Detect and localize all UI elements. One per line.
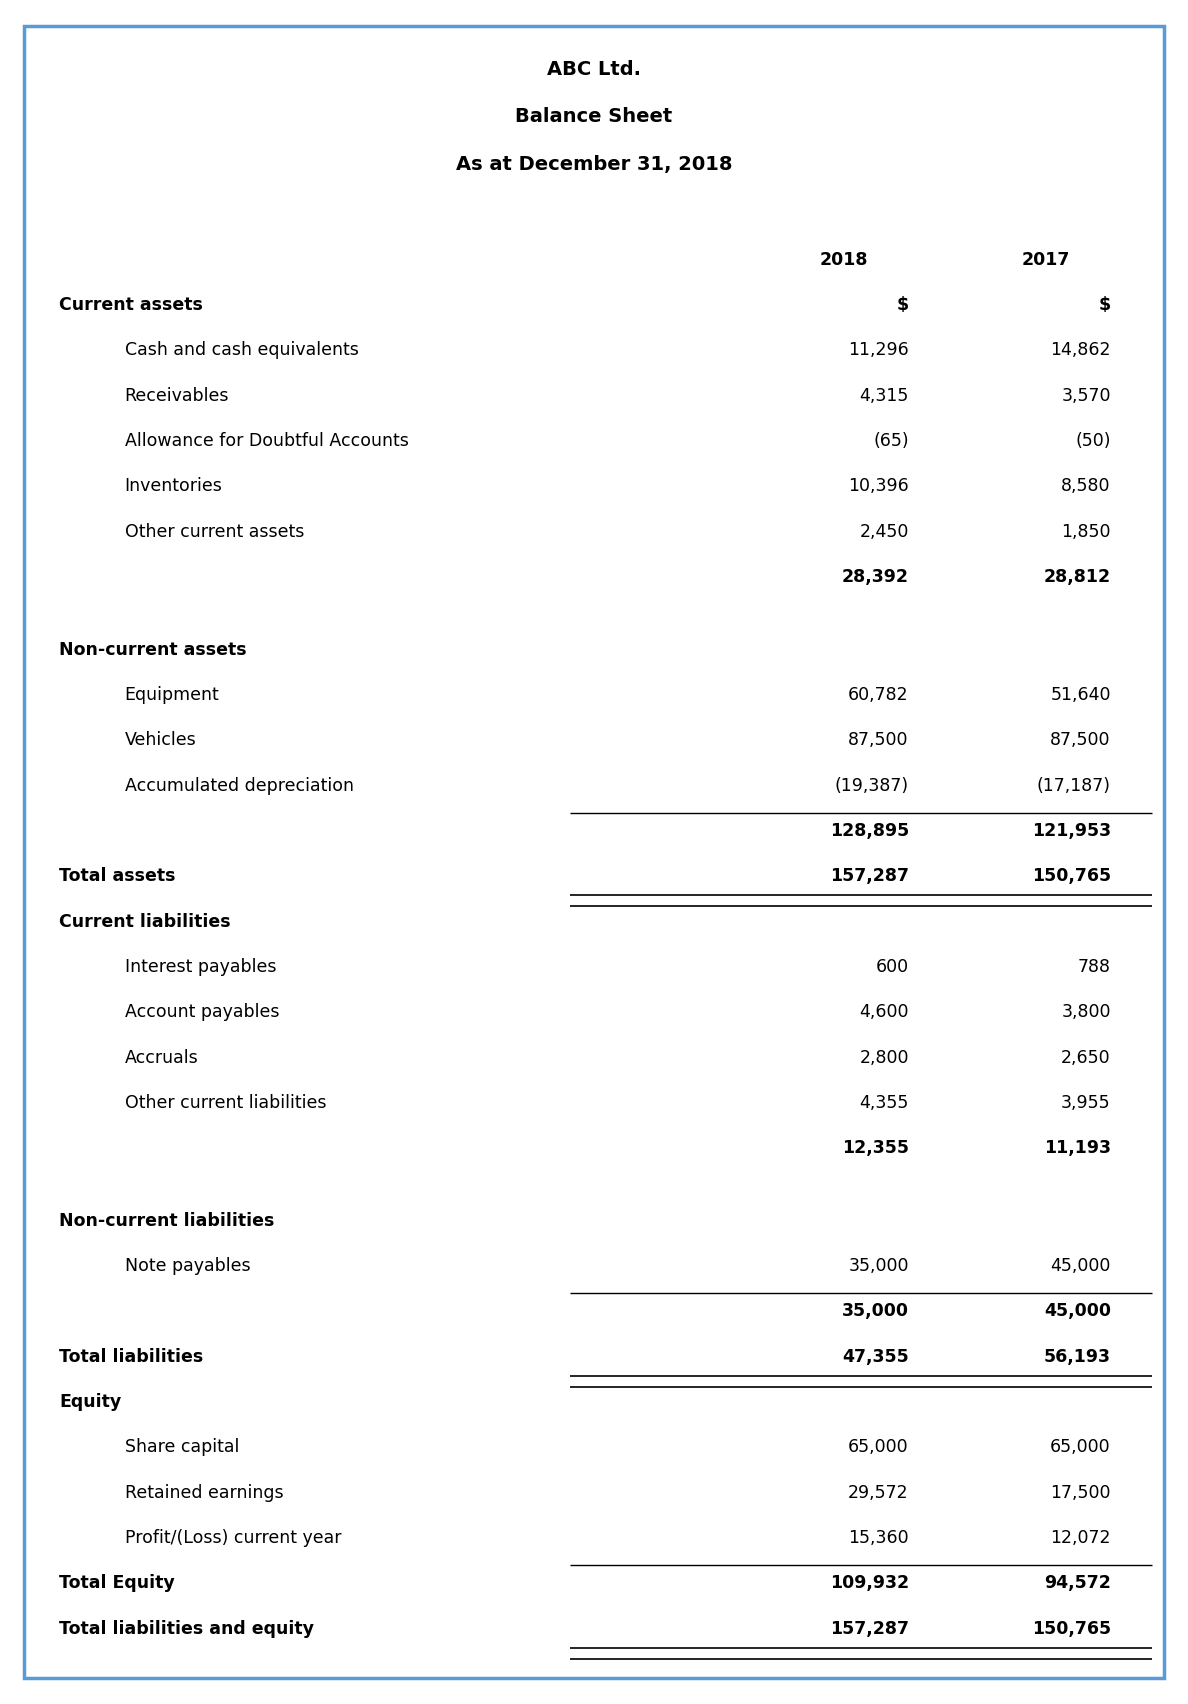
- Text: 29,572: 29,572: [848, 1484, 909, 1501]
- Text: 65,000: 65,000: [1050, 1438, 1111, 1457]
- Text: (65): (65): [873, 433, 909, 450]
- Text: $: $: [897, 296, 909, 314]
- Text: Retained earnings: Retained earnings: [125, 1484, 284, 1501]
- Text: Equity: Equity: [59, 1394, 121, 1411]
- Text: (17,187): (17,187): [1037, 777, 1111, 794]
- Text: ABC Ltd.: ABC Ltd.: [546, 60, 642, 78]
- Text: 2,650: 2,650: [1061, 1048, 1111, 1067]
- Text: 150,765: 150,765: [1031, 867, 1111, 884]
- Text: 4,355: 4,355: [859, 1094, 909, 1111]
- Text: 157,287: 157,287: [830, 867, 909, 884]
- Text: 94,572: 94,572: [1044, 1574, 1111, 1592]
- Text: 3,955: 3,955: [1061, 1094, 1111, 1111]
- Text: Inventories: Inventories: [125, 477, 222, 496]
- Text: 12,355: 12,355: [842, 1140, 909, 1157]
- Text: 87,500: 87,500: [848, 731, 909, 750]
- Text: 600: 600: [876, 958, 909, 976]
- Text: 3,800: 3,800: [1061, 1004, 1111, 1021]
- Text: 60,782: 60,782: [848, 687, 909, 704]
- FancyBboxPatch shape: [24, 26, 1164, 1678]
- Text: Profit/(Loss) current year: Profit/(Loss) current year: [125, 1528, 341, 1547]
- Text: Allowance for Doubtful Accounts: Allowance for Doubtful Accounts: [125, 433, 409, 450]
- Text: 28,812: 28,812: [1043, 567, 1111, 586]
- Text: 150,765: 150,765: [1031, 1621, 1111, 1638]
- Text: 12,072: 12,072: [1050, 1528, 1111, 1547]
- Text: 4,600: 4,600: [859, 1004, 909, 1021]
- Text: 10,396: 10,396: [848, 477, 909, 496]
- Text: Other current assets: Other current assets: [125, 523, 304, 540]
- Text: Interest payables: Interest payables: [125, 958, 277, 976]
- Text: Equipment: Equipment: [125, 687, 220, 704]
- Text: 8,580: 8,580: [1061, 477, 1111, 496]
- Text: 11,296: 11,296: [848, 341, 909, 360]
- Text: 87,500: 87,500: [1050, 731, 1111, 750]
- Text: Balance Sheet: Balance Sheet: [516, 107, 672, 126]
- Text: 35,000: 35,000: [848, 1258, 909, 1275]
- Text: (50): (50): [1075, 433, 1111, 450]
- Text: Accumulated depreciation: Accumulated depreciation: [125, 777, 354, 794]
- Text: Accruals: Accruals: [125, 1048, 198, 1067]
- Text: 121,953: 121,953: [1031, 821, 1111, 840]
- Text: As at December 31, 2018: As at December 31, 2018: [456, 155, 732, 174]
- Text: 1,850: 1,850: [1061, 523, 1111, 540]
- Text: 65,000: 65,000: [848, 1438, 909, 1457]
- Text: 2017: 2017: [1022, 250, 1069, 269]
- Text: 56,193: 56,193: [1044, 1348, 1111, 1365]
- Text: 4,315: 4,315: [859, 387, 909, 404]
- Text: 128,895: 128,895: [829, 821, 909, 840]
- Text: 788: 788: [1078, 958, 1111, 976]
- Text: Account payables: Account payables: [125, 1004, 279, 1021]
- Text: Receivables: Receivables: [125, 387, 229, 404]
- Text: $: $: [1099, 296, 1111, 314]
- Text: Other current liabilities: Other current liabilities: [125, 1094, 327, 1111]
- Text: 3,570: 3,570: [1061, 387, 1111, 404]
- Text: 15,360: 15,360: [848, 1528, 909, 1547]
- Text: Non-current liabilities: Non-current liabilities: [59, 1212, 274, 1230]
- Text: Cash and cash equivalents: Cash and cash equivalents: [125, 341, 359, 360]
- Text: 51,640: 51,640: [1050, 687, 1111, 704]
- Text: 109,932: 109,932: [829, 1574, 909, 1592]
- Text: 17,500: 17,500: [1050, 1484, 1111, 1501]
- Text: 157,287: 157,287: [830, 1621, 909, 1638]
- Text: (19,387): (19,387): [835, 777, 909, 794]
- Text: 2018: 2018: [820, 250, 867, 269]
- Text: 45,000: 45,000: [1050, 1258, 1111, 1275]
- Text: Total liabilities and equity: Total liabilities and equity: [59, 1621, 315, 1638]
- Text: Share capital: Share capital: [125, 1438, 239, 1457]
- Text: 28,392: 28,392: [842, 567, 909, 586]
- Text: 11,193: 11,193: [1044, 1140, 1111, 1157]
- Text: 47,355: 47,355: [842, 1348, 909, 1365]
- Text: Current assets: Current assets: [59, 296, 203, 314]
- Text: 35,000: 35,000: [842, 1302, 909, 1321]
- Text: Vehicles: Vehicles: [125, 731, 196, 750]
- Text: Non-current assets: Non-current assets: [59, 641, 247, 658]
- Text: Total assets: Total assets: [59, 867, 176, 884]
- Text: Current liabilities: Current liabilities: [59, 913, 230, 930]
- Text: 2,800: 2,800: [859, 1048, 909, 1067]
- Text: Note payables: Note payables: [125, 1258, 251, 1275]
- Text: 14,862: 14,862: [1050, 341, 1111, 360]
- Text: Total liabilities: Total liabilities: [59, 1348, 203, 1365]
- Text: Total Equity: Total Equity: [59, 1574, 175, 1592]
- Text: 2,450: 2,450: [859, 523, 909, 540]
- Text: 45,000: 45,000: [1044, 1302, 1111, 1321]
